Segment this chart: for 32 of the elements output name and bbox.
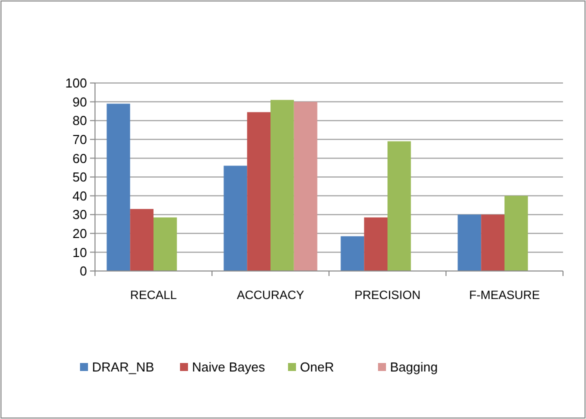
y-tick-label: 90: [72, 94, 87, 110]
bar: [154, 217, 177, 271]
bar: [270, 100, 294, 271]
y-tick-label: 20: [72, 226, 87, 241]
bar: [388, 141, 411, 271]
x-tick-label: PRECISION: [354, 288, 421, 302]
x-tick-label: F-MEASURE: [469, 288, 540, 302]
bar: [340, 236, 364, 271]
y-tick-label: 80: [72, 113, 87, 128]
y-tick-label: 50: [72, 170, 87, 185]
x-tick-label: ACCURACY: [236, 288, 304, 302]
y-tick-label: 70: [72, 132, 87, 147]
legend-label: DRAR_NB: [92, 360, 154, 375]
y-tick-label: 40: [72, 188, 87, 204]
x-tick-label: RECALL: [130, 288, 178, 302]
legend-label: Naive Bayes: [192, 360, 266, 375]
bar: [106, 104, 130, 271]
legend-label: Bagging: [390, 360, 438, 375]
y-tick-label: 30: [72, 207, 87, 222]
bar: [130, 208, 154, 271]
bar: [294, 102, 318, 271]
bar: [458, 214, 482, 271]
bar: [504, 196, 528, 271]
bar: [247, 112, 270, 271]
y-tick-label: 60: [72, 150, 87, 166]
bar: [224, 166, 248, 271]
y-tick-label: 100: [65, 76, 87, 91]
y-tick-label: 10: [72, 244, 87, 260]
bar: [481, 214, 504, 271]
bar: [364, 217, 388, 271]
legend-label: OneR: [300, 360, 334, 375]
y-tick-label: 0: [80, 264, 87, 279]
